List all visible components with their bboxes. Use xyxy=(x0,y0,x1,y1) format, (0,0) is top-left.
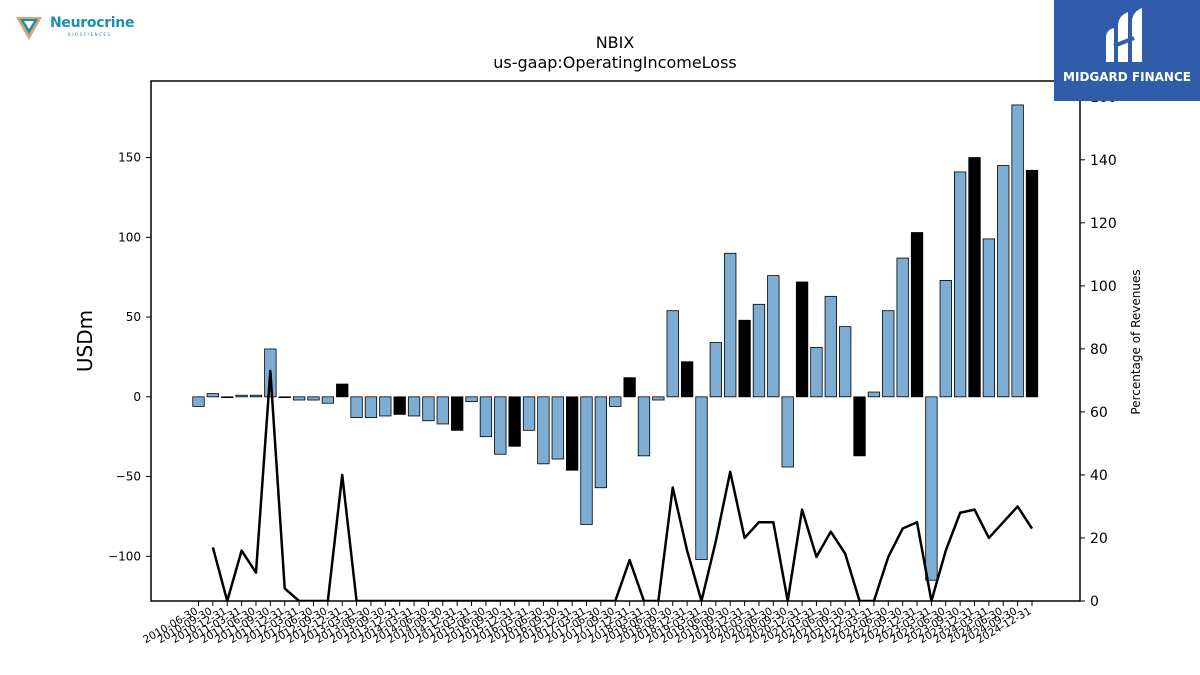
y2-tick-label: 120 xyxy=(1090,216,1117,232)
chart-subtitle: us-gaap:OperatingIncomeLoss xyxy=(493,53,737,72)
neurocrine-logo: Neurocrine BIOSCIENCES xyxy=(14,12,144,42)
series-line xyxy=(211,369,1034,601)
midgard-logo-icon xyxy=(1106,8,1142,62)
y-tick-label: 100 xyxy=(118,230,141,244)
bar xyxy=(407,396,421,417)
bar xyxy=(1025,169,1039,398)
bar xyxy=(867,391,881,398)
y-tick-label: 150 xyxy=(118,151,141,165)
bar xyxy=(206,393,220,398)
bar xyxy=(666,310,679,398)
midgard-logo-text: MIDGARD FINANCE xyxy=(1063,70,1191,84)
bar xyxy=(307,396,320,401)
bar xyxy=(350,396,363,418)
bar xyxy=(580,396,593,525)
y2-tick-label: 80 xyxy=(1090,342,1108,358)
bar xyxy=(680,361,694,398)
bar xyxy=(465,396,478,403)
chart-title: NBIX xyxy=(595,33,635,52)
bar xyxy=(910,232,924,398)
bar xyxy=(982,238,996,398)
y2-tick-label: 100 xyxy=(1090,279,1117,295)
neurocrine-logo-text: Neurocrine xyxy=(50,15,135,31)
bar xyxy=(192,396,205,407)
y2-tick-label: 0 xyxy=(1090,594,1099,610)
axes: −100−50050100150020406080100120140160201… xyxy=(73,80,1143,646)
bar xyxy=(724,252,737,398)
midgard-finance-logo: MIDGARD FINANCE xyxy=(1054,0,1200,101)
bar xyxy=(422,396,435,422)
bar xyxy=(637,396,651,457)
bar xyxy=(508,396,521,447)
bar xyxy=(278,396,291,399)
bar xyxy=(565,396,579,471)
y-axis-label: USDm xyxy=(73,310,97,372)
bar xyxy=(235,394,248,398)
bar xyxy=(954,171,967,398)
bar xyxy=(609,396,622,407)
bar xyxy=(781,396,794,468)
bar xyxy=(336,383,349,398)
bar xyxy=(379,396,392,417)
bar xyxy=(882,310,895,398)
bar xyxy=(594,396,608,489)
bar xyxy=(221,396,234,399)
bar xyxy=(896,257,909,398)
bar xyxy=(810,346,823,398)
neurocrine-logo-subtext: BIOSCIENCES xyxy=(68,32,112,37)
bar xyxy=(695,396,708,560)
bar xyxy=(767,275,780,398)
y2-tick-label: 20 xyxy=(1090,531,1108,547)
bar xyxy=(709,342,722,398)
bar xyxy=(939,279,952,398)
y2-tick-label: 140 xyxy=(1090,153,1117,169)
y-tick-label: 50 xyxy=(126,310,141,324)
bar xyxy=(522,396,536,431)
bar xyxy=(249,394,263,398)
bar xyxy=(738,319,751,398)
bar xyxy=(997,165,1010,398)
bar xyxy=(968,157,981,398)
bar xyxy=(364,396,378,418)
bar xyxy=(479,396,493,438)
bar xyxy=(451,396,464,431)
y2-tick-label: 40 xyxy=(1090,468,1108,484)
y2-axis-label: Percentage of Revenues xyxy=(1129,269,1143,414)
y-tick-label: −100 xyxy=(108,549,141,563)
y-tick-label: 0 xyxy=(133,390,141,404)
bar xyxy=(1011,104,1024,398)
bar xyxy=(292,396,306,401)
bar xyxy=(925,396,938,581)
y2-tick-label: 60 xyxy=(1090,405,1108,421)
bar xyxy=(652,396,665,401)
bar xyxy=(853,396,866,457)
bar xyxy=(494,396,507,455)
bar xyxy=(436,396,449,425)
bar xyxy=(393,396,406,415)
bar xyxy=(537,396,550,465)
y-tick-label: −50 xyxy=(116,470,141,484)
bar xyxy=(551,396,564,460)
bar xyxy=(795,281,809,398)
bar xyxy=(839,326,852,398)
bar xyxy=(321,396,334,404)
bar xyxy=(824,295,837,398)
neurocrine-logo-icon xyxy=(16,17,42,40)
bar xyxy=(623,377,636,398)
bar xyxy=(752,303,766,398)
plot-area xyxy=(192,104,1039,601)
